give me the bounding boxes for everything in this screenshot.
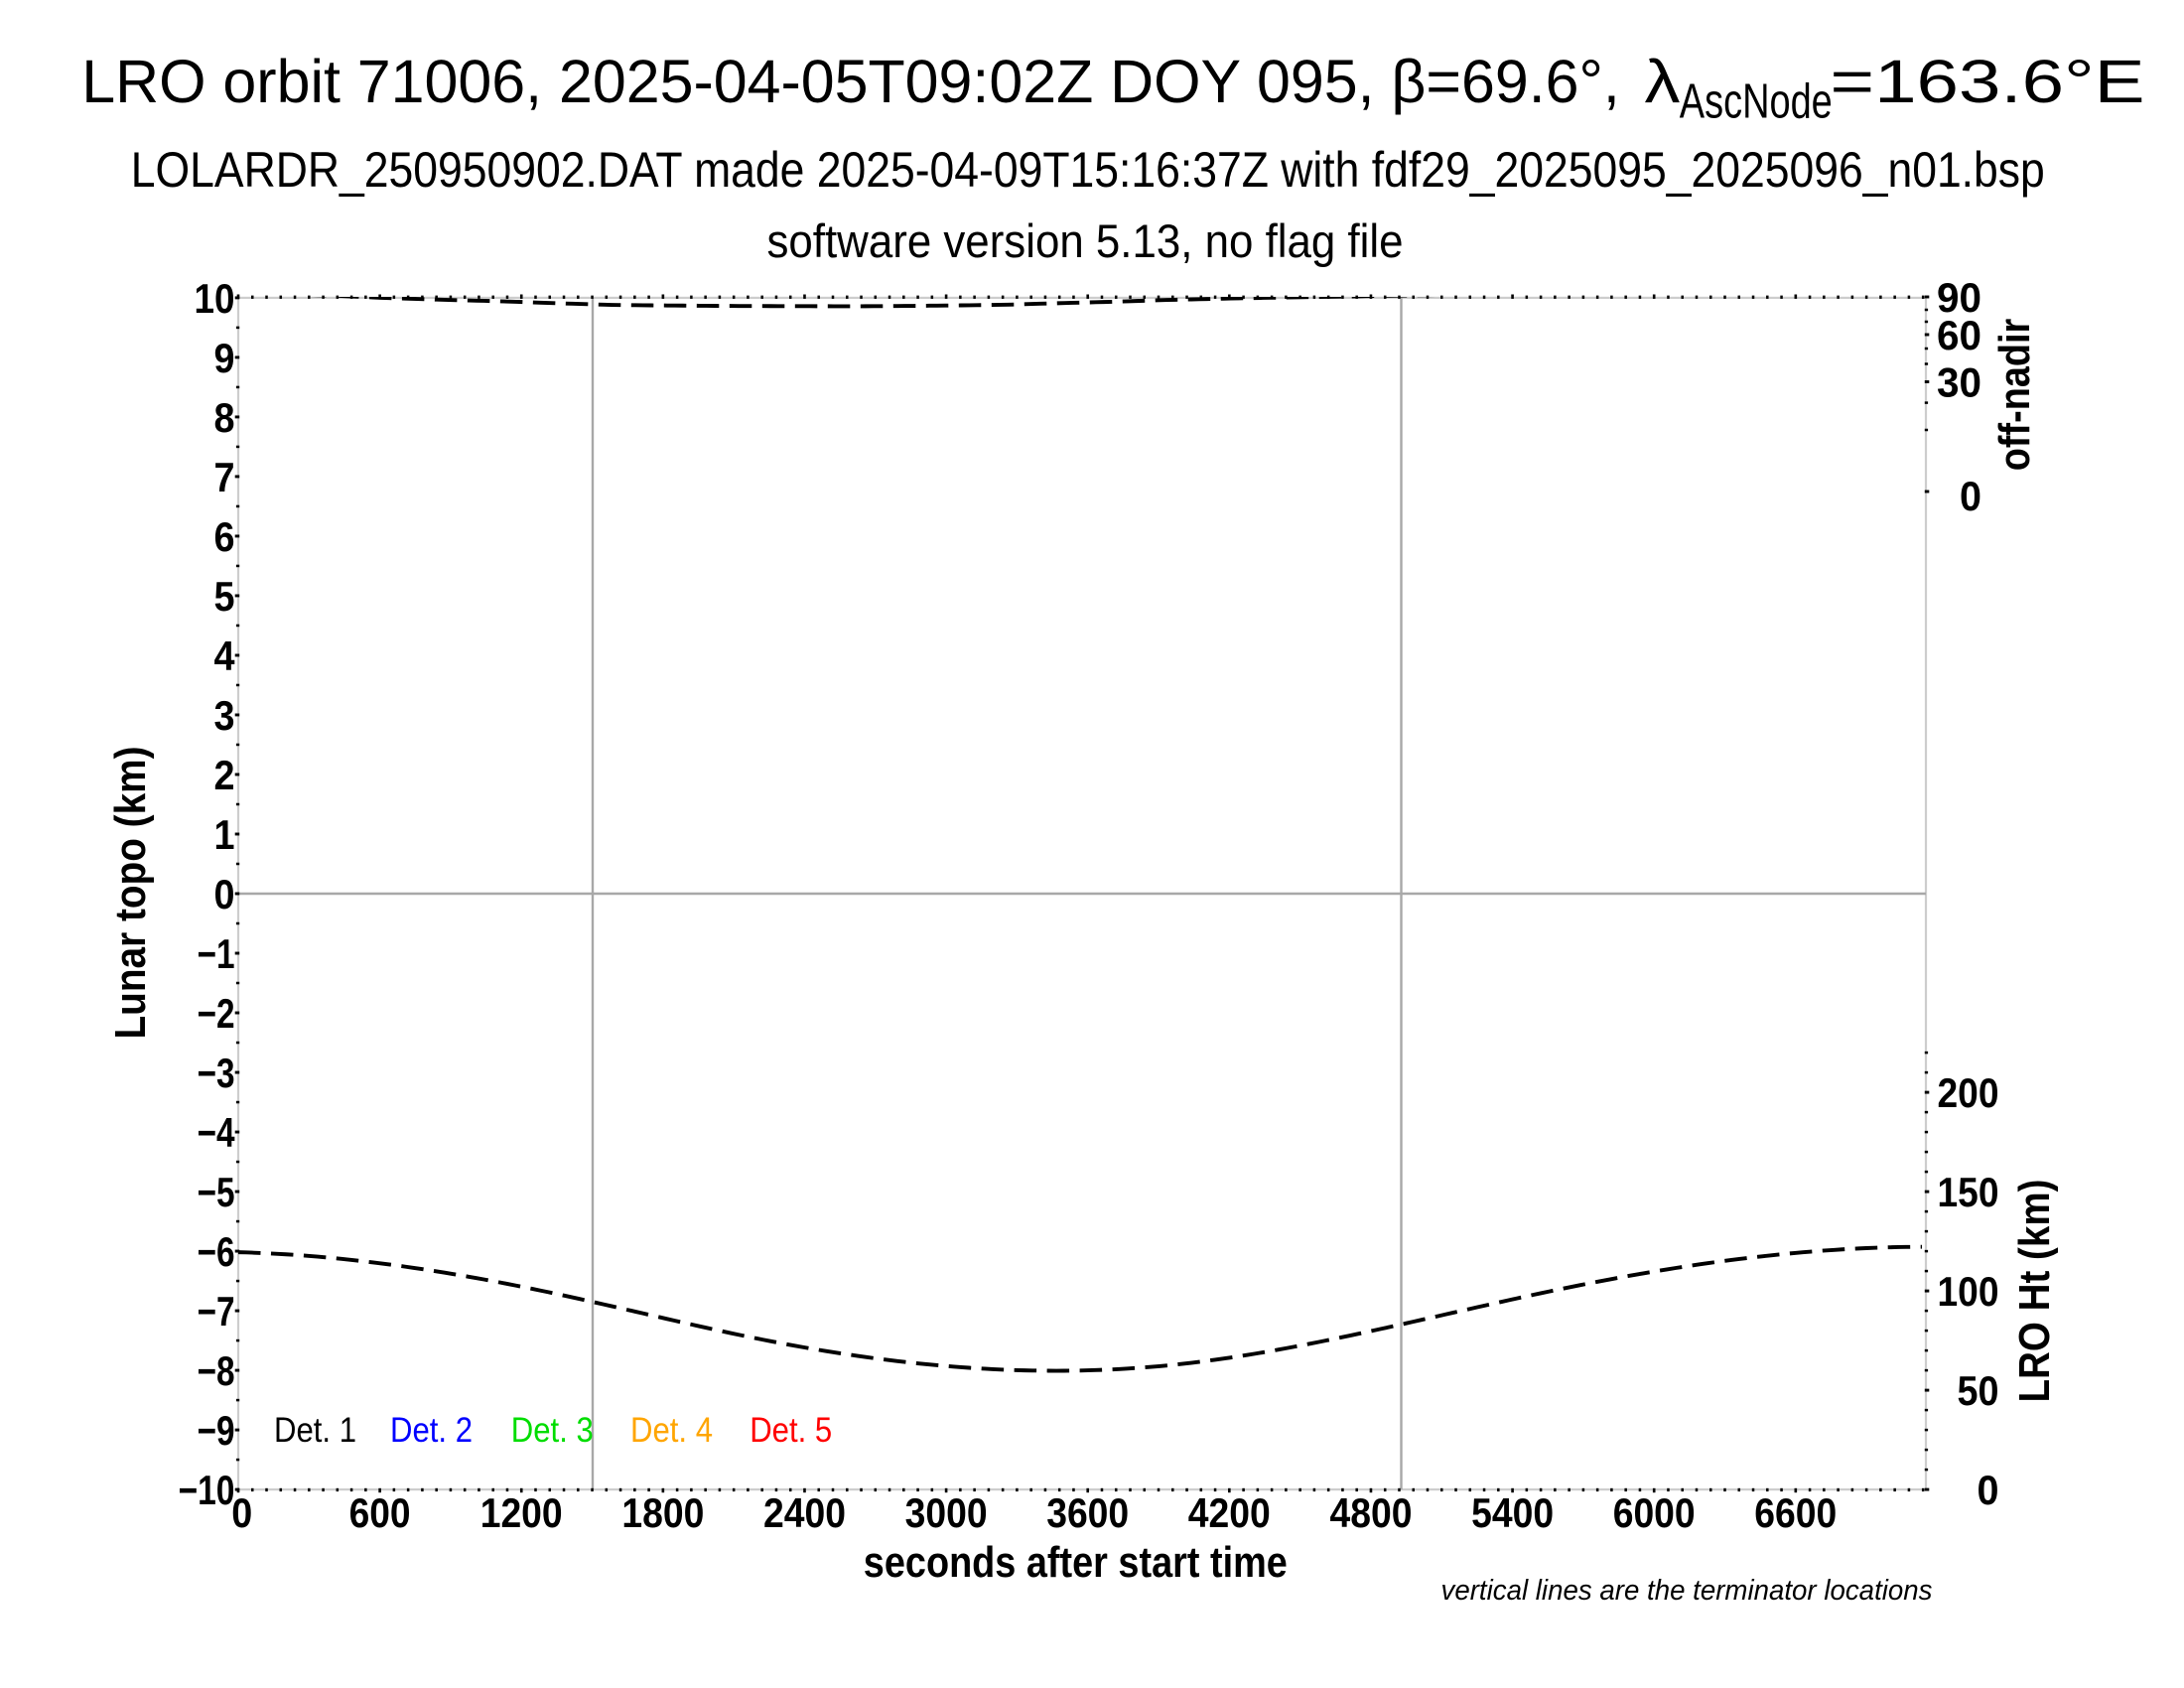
svg-text:−9: −9 — [198, 1407, 235, 1454]
svg-text:3000: 3000 — [905, 1489, 988, 1536]
svg-text:−1: −1 — [198, 930, 235, 977]
svg-text:λ: λ — [1645, 48, 1681, 115]
svg-text:5: 5 — [214, 573, 235, 620]
svg-text:Det. 2: Det. 2 — [390, 1411, 473, 1450]
svg-text:Det. 4: Det. 4 — [630, 1411, 713, 1450]
svg-text:3600: 3600 — [1046, 1489, 1129, 1536]
svg-text:2400: 2400 — [763, 1489, 846, 1536]
svg-text:90: 90 — [1937, 274, 1981, 321]
svg-text:200: 200 — [1938, 1069, 1999, 1116]
svg-text:−8: −8 — [198, 1347, 235, 1394]
svg-text:4200: 4200 — [1188, 1489, 1271, 1536]
svg-text:vertical lines are the termina: vertical lines are the terminator locati… — [1441, 1575, 1933, 1607]
svg-text:60: 60 — [1937, 312, 1981, 358]
svg-text:6: 6 — [214, 513, 235, 560]
svg-text:0: 0 — [231, 1489, 252, 1536]
svg-text:LOLARDR_250950902.DAT made 202: LOLARDR_250950902.DAT made 2025-04-09T15… — [131, 142, 2045, 198]
svg-text:5400: 5400 — [1471, 1489, 1554, 1536]
svg-text:=163.6°E: =163.6°E — [1831, 48, 2145, 115]
svg-text:6600: 6600 — [1754, 1489, 1837, 1536]
svg-text:−5: −5 — [198, 1169, 235, 1215]
svg-text:−7: −7 — [198, 1288, 235, 1335]
svg-text:150: 150 — [1938, 1169, 1999, 1215]
svg-text:100: 100 — [1938, 1268, 1999, 1315]
svg-text:LRO orbit 71006, 2025-04-05T09: LRO orbit 71006, 2025-04-05T09:02Z DOY 0… — [81, 48, 1620, 115]
svg-text:−3: −3 — [198, 1050, 235, 1096]
svg-text:Lunar topo (km): Lunar topo (km) — [106, 747, 155, 1040]
svg-text:2: 2 — [214, 752, 235, 798]
svg-text:4: 4 — [214, 633, 236, 679]
svg-text:LRO Ht (km): LRO Ht (km) — [2010, 1180, 2059, 1403]
svg-text:0: 0 — [214, 871, 235, 917]
svg-text:50: 50 — [1958, 1367, 1999, 1414]
svg-text:Det. 1: Det. 1 — [274, 1411, 356, 1450]
svg-text:Det. 5: Det. 5 — [750, 1411, 832, 1450]
svg-text:−6: −6 — [198, 1228, 235, 1275]
svg-text:3: 3 — [214, 692, 235, 739]
svg-text:0: 0 — [1978, 1467, 1999, 1513]
svg-text:8: 8 — [214, 394, 235, 441]
svg-text:off-nadir: off-nadir — [1990, 319, 2039, 472]
svg-text:4800: 4800 — [1330, 1489, 1413, 1536]
svg-text:0: 0 — [1960, 473, 1981, 519]
svg-text:7: 7 — [214, 454, 235, 500]
svg-text:AscNode: AscNode — [1680, 75, 1833, 129]
svg-text:−4: −4 — [198, 1109, 236, 1156]
svg-text:10: 10 — [195, 275, 235, 322]
svg-text:1800: 1800 — [621, 1489, 704, 1536]
svg-text:Det. 3: Det. 3 — [511, 1411, 594, 1450]
svg-text:1200: 1200 — [480, 1489, 563, 1536]
svg-text:−2: −2 — [198, 990, 235, 1037]
svg-text:software version 5.13, no flag: software version 5.13, no flag file — [767, 214, 1404, 267]
svg-text:−10: −10 — [179, 1467, 235, 1513]
svg-text:30: 30 — [1937, 359, 1981, 406]
svg-text:6000: 6000 — [1613, 1489, 1696, 1536]
svg-text:9: 9 — [214, 335, 235, 381]
svg-text:600: 600 — [349, 1489, 411, 1536]
svg-text:1: 1 — [214, 811, 235, 858]
svg-text:seconds after start time: seconds after start time — [864, 1538, 1288, 1587]
